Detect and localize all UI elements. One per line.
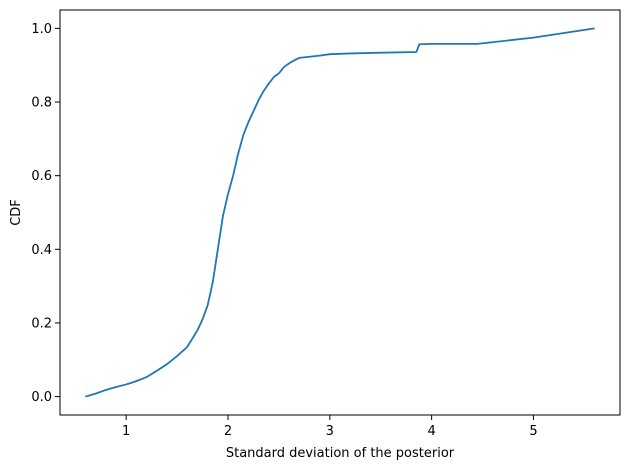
x-tick-label: 3 [326,424,334,439]
y-tick-label: 0.8 [31,96,52,111]
y-tick-label: 0.2 [31,316,52,331]
ticks-layer: 1 2 3 4 5 0.0 0.2 0.4 0.6 0.8 1.0 [31,22,537,439]
x-tick-label: 4 [427,424,435,439]
y-axis-label: CDF [9,199,24,226]
x-tick-label: 5 [529,424,537,439]
y-tick-label: 0.0 [31,390,52,405]
x-tick-label: 1 [122,424,130,439]
y-tick-label: 0.4 [31,243,52,258]
y-tick-label: 0.6 [31,169,52,184]
y-tick-label: 1.0 [31,22,52,37]
plot-layer [85,27,595,398]
cdf-series-line [85,27,595,398]
x-axis-label: Standard deviation of the posterior [226,446,455,461]
x-tick-label: 2 [224,424,232,439]
plot-frame [59,9,621,416]
